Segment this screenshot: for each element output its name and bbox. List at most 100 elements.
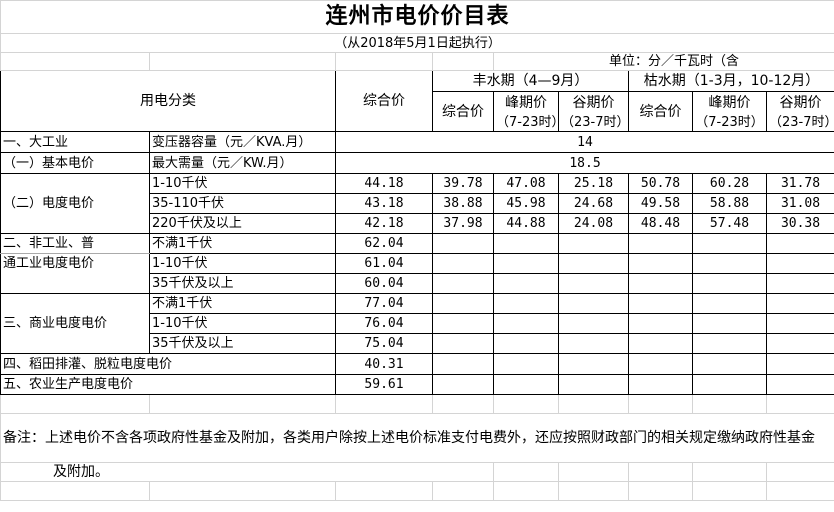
header-dry-valley-hours: （23-7时） [765, 113, 834, 132]
note: 备注：上述电价不含各项政府性基金及附加，各类用户除按上述电价标准支付电费外，还应… [0, 413, 834, 463]
empty-cell [628, 273, 693, 294]
price-cell: 31.78 [765, 173, 834, 194]
empty-cell [628, 333, 693, 354]
empty-cell [765, 293, 834, 314]
unit-label: 单位：分／千瓦时（含 [492, 52, 834, 71]
header-wet-peak-hours: （7-23时） [493, 113, 559, 132]
price-cell: 44.18 [335, 173, 433, 194]
price-cell: 31.08 [765, 193, 834, 214]
price-cell: 50.78 [628, 173, 693, 194]
row-label: 不满1千伏 [149, 293, 336, 314]
row-label: 不满1千伏 [149, 233, 336, 254]
subtitle: （从2018年5月1日起执行） [0, 33, 834, 53]
category-nonindustrial: 二、非工业、普 [0, 233, 150, 254]
row-label: 35千伏及以上 [149, 333, 336, 354]
category-commercial: 三、商业电度电价 [0, 293, 150, 354]
price-cell: 77.04 [335, 293, 433, 314]
header-dry-valley: 谷期价 [765, 91, 834, 114]
price-cell: 42.18 [335, 213, 433, 234]
header-category: 用电分类 [0, 70, 336, 132]
empty-cell [493, 273, 559, 294]
category-agriculture: 五、农业生产电度电价 [0, 374, 336, 395]
header-composite: 综合价 [335, 70, 433, 132]
price-cell: 60.28 [692, 173, 767, 194]
price-cell: 24.08 [558, 213, 629, 234]
value: 14 [334, 131, 834, 153]
empty-cell [558, 233, 629, 254]
empty-cell [692, 313, 767, 334]
header-wet-peak: 峰期价 [493, 91, 559, 114]
empty-cell [432, 273, 494, 294]
empty-cell [628, 293, 693, 314]
price-cell: 57.48 [692, 213, 767, 234]
empty-cell [628, 313, 693, 334]
row-label: 35-110千伏 [149, 193, 336, 214]
category-nonindustrial-cont: 通工业电度电价 [0, 253, 150, 274]
empty-cell [692, 233, 767, 254]
empty-cell [765, 313, 834, 334]
empty-cell [493, 333, 559, 354]
header-wet-valley-hours: （23-7时） [558, 113, 629, 132]
header-dry-composite: 综合价 [628, 91, 693, 132]
empty-cell [692, 253, 767, 274]
empty-cell [493, 313, 559, 334]
price-cell: 44.88 [493, 213, 559, 234]
empty-cell [765, 273, 834, 294]
category-basic-price: （一）基本电价 [0, 152, 150, 174]
price-cell: 61.04 [335, 253, 433, 274]
empty-cell [692, 293, 767, 314]
price-cell: 24.68 [558, 193, 629, 214]
value: 40.31 [335, 353, 433, 375]
category-large-industry: 一、大工业 [0, 131, 150, 153]
row-label: 1-10千伏 [149, 253, 336, 274]
empty-cell [432, 253, 494, 274]
price-table: 连州市电价价目表 （从2018年5月1日起执行） 单位：分／千瓦时（含 用电分类… [0, 0, 834, 501]
value: 59.61 [335, 374, 433, 395]
price-cell: 25.18 [558, 173, 629, 194]
empty-cell [558, 313, 629, 334]
empty-cell [692, 273, 767, 294]
row-label: 220千伏及以上 [149, 213, 336, 234]
empty-cell [432, 233, 494, 254]
empty-cell [432, 293, 494, 314]
empty-cell [558, 253, 629, 274]
header-dry-season: 枯水期（1-3月，10-12月） [627, 70, 834, 92]
price-cell: 62.04 [335, 233, 433, 254]
empty-cell [692, 333, 767, 354]
value: 18.5 [334, 152, 834, 174]
category-irrigation: 四、稻田排灌、脱粒电度电价 [0, 353, 336, 375]
empty-cell [493, 293, 559, 314]
note-continued: 及附加。 [0, 462, 494, 482]
price-cell: 38.88 [432, 193, 494, 214]
header-wet-season: 丰水期（4—9月） [432, 70, 629, 92]
empty-cell [765, 333, 834, 354]
price-cell: 60.04 [335, 273, 433, 294]
empty-cell [432, 333, 494, 354]
empty-cell [628, 233, 693, 254]
empty-cell [628, 253, 693, 274]
page-title: 连州市电价价目表 [0, 0, 834, 34]
category-energy-price: （二）电度电价 [0, 173, 150, 234]
price-cell: 43.18 [335, 193, 433, 214]
price-cell: 76.04 [335, 313, 433, 334]
price-cell: 58.88 [692, 193, 767, 214]
header-dry-peak-hours: （7-23时） [692, 113, 767, 132]
row-label: 变压器容量（元／KVA.月） [149, 131, 336, 153]
row-label: 1-10千伏 [149, 173, 336, 194]
price-cell: 49.58 [628, 193, 693, 214]
empty-cell [558, 293, 629, 314]
header-wet-composite: 综合价 [432, 91, 494, 132]
price-cell: 45.98 [493, 193, 559, 214]
price-cell: 47.08 [493, 173, 559, 194]
empty-cell [558, 273, 629, 294]
header-wet-valley: 谷期价 [558, 91, 629, 114]
price-cell: 48.48 [628, 213, 693, 234]
empty-cell [432, 313, 494, 334]
empty-cell [493, 233, 559, 254]
empty-cell [558, 333, 629, 354]
empty-cell [493, 253, 559, 274]
price-cell: 30.38 [765, 213, 834, 234]
empty-cell [765, 233, 834, 254]
row-label: 35千伏及以上 [149, 273, 336, 294]
row-label: 1-10千伏 [149, 313, 336, 334]
